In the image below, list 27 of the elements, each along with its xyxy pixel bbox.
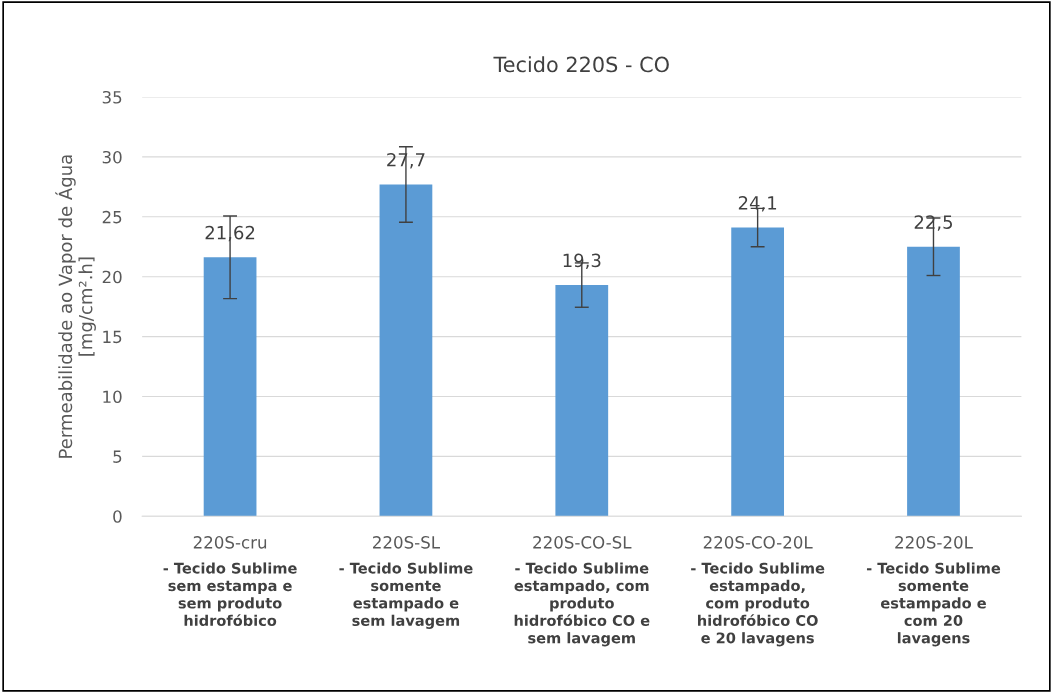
x-tick-label: 220S-SL (373, 536, 440, 549)
data-label: 19,3 (563, 253, 601, 270)
x-tick-label: 220S-cru (193, 536, 267, 549)
y-tick-label: 10 (103, 390, 122, 404)
x-tick-label: 220S-CO-20L (703, 536, 813, 549)
bar (379, 184, 433, 517)
text: - Tecido Sublime estampado, com produto hidrofóbico CO e sem lavagem (514, 562, 650, 647)
y-tick-label: 15 (103, 330, 122, 344)
data-label: 24,1 (738, 196, 777, 212)
bar (203, 257, 257, 517)
bar (731, 227, 785, 517)
bar (907, 246, 960, 517)
text: - Tecido Sublime somente estampado e sem lavagem (339, 562, 473, 629)
y-tick-label: 25 (102, 210, 122, 224)
bar (555, 285, 609, 517)
y-axis-title: Permeabilidade ao Vapor de Água [mg/cm².h] (55, 155, 96, 458)
y-tick-label: 0 (113, 510, 122, 523)
x-tick-label: 220S-CO-SL (533, 536, 632, 549)
text: - Tecido Sublime sem estampa e sem produto hidrofóbico (163, 562, 297, 627)
y-tick-label: 5 (113, 450, 122, 463)
text: - Tecido Sublime estampado, com produto hidrofóbico CO e 20 lavagens (691, 562, 825, 647)
chart-title: Tecido 220S - CO (493, 56, 669, 73)
y-tick-label: 30 (102, 150, 122, 164)
x-tick-label: 220S-20L (895, 536, 973, 549)
y-tick-label: 20 (102, 270, 122, 284)
text: - Tecido Sublime somente estampado e com 20 lavagens (866, 562, 1001, 647)
y-tick-label: 35 (102, 90, 122, 104)
